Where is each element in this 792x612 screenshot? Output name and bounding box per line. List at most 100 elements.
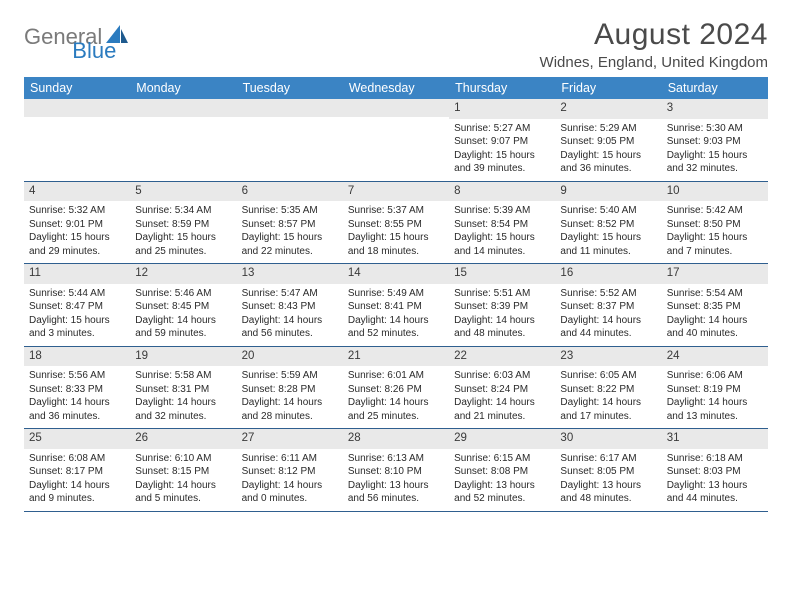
sunrise-text: Sunrise: 5:39 AM: [454, 204, 550, 218]
day-cell: 25Sunrise: 6:08 AMSunset: 8:17 PMDayligh…: [24, 429, 130, 511]
day-number: 10: [662, 182, 768, 202]
day-cell: 27Sunrise: 6:11 AMSunset: 8:12 PMDayligh…: [237, 429, 343, 511]
day-number: 14: [343, 264, 449, 284]
sunrise-text: Sunrise: 5:34 AM: [135, 204, 231, 218]
sunset-text: Sunset: 8:45 PM: [135, 300, 231, 314]
day-cell: 16Sunrise: 5:52 AMSunset: 8:37 PMDayligh…: [555, 264, 661, 346]
calendar-grid: Sunday Monday Tuesday Wednesday Thursday…: [24, 77, 768, 512]
day-cell: 19Sunrise: 5:58 AMSunset: 8:31 PMDayligh…: [130, 347, 236, 429]
logo-text-blue: Blue: [72, 38, 116, 64]
daylight-text: Daylight: 14 hours and 56 minutes.: [242, 314, 338, 341]
day-number: 22: [449, 347, 555, 367]
day-number: 15: [449, 264, 555, 284]
daylight-text: Daylight: 15 hours and 7 minutes.: [667, 231, 763, 258]
day-cell: 6Sunrise: 5:35 AMSunset: 8:57 PMDaylight…: [237, 182, 343, 264]
day-number: 6: [237, 182, 343, 202]
sunset-text: Sunset: 8:50 PM: [667, 218, 763, 232]
sunrise-text: Sunrise: 5:37 AM: [348, 204, 444, 218]
day-cell: 31Sunrise: 6:18 AMSunset: 8:03 PMDayligh…: [662, 429, 768, 511]
month-title: August 2024: [540, 18, 768, 52]
daylight-text: Daylight: 13 hours and 44 minutes.: [667, 479, 763, 506]
day-number: [24, 99, 130, 117]
sunrise-text: Sunrise: 6:10 AM: [135, 452, 231, 466]
day-cell: 4Sunrise: 5:32 AMSunset: 9:01 PMDaylight…: [24, 182, 130, 264]
daylight-text: Daylight: 14 hours and 59 minutes.: [135, 314, 231, 341]
day-number: 7: [343, 182, 449, 202]
day-cell: [24, 99, 130, 181]
sunset-text: Sunset: 8:24 PM: [454, 383, 550, 397]
sunset-text: Sunset: 8:17 PM: [29, 465, 125, 479]
day-cell: [343, 99, 449, 181]
sunset-text: Sunset: 8:19 PM: [667, 383, 763, 397]
day-cell: 26Sunrise: 6:10 AMSunset: 8:15 PMDayligh…: [130, 429, 236, 511]
sunset-text: Sunset: 8:55 PM: [348, 218, 444, 232]
day-cell: 1Sunrise: 5:27 AMSunset: 9:07 PMDaylight…: [449, 99, 555, 181]
day-cell: 5Sunrise: 5:34 AMSunset: 8:59 PMDaylight…: [130, 182, 236, 264]
day-number: 24: [662, 347, 768, 367]
day-header-sun: Sunday: [24, 77, 130, 99]
daylight-text: Daylight: 13 hours and 56 minutes.: [348, 479, 444, 506]
day-cell: 14Sunrise: 5:49 AMSunset: 8:41 PMDayligh…: [343, 264, 449, 346]
sunrise-text: Sunrise: 6:13 AM: [348, 452, 444, 466]
daylight-text: Daylight: 14 hours and 48 minutes.: [454, 314, 550, 341]
day-cell: 9Sunrise: 5:40 AMSunset: 8:52 PMDaylight…: [555, 182, 661, 264]
day-number: 21: [343, 347, 449, 367]
sunset-text: Sunset: 8:03 PM: [667, 465, 763, 479]
header: General Blue August 2024 Widnes, England…: [24, 18, 768, 71]
location-text: Widnes, England, United Kingdom: [540, 54, 768, 71]
day-header-thu: Thursday: [449, 77, 555, 99]
day-number: 20: [237, 347, 343, 367]
sunrise-text: Sunrise: 5:32 AM: [29, 204, 125, 218]
sunrise-text: Sunrise: 5:58 AM: [135, 369, 231, 383]
day-number: 19: [130, 347, 236, 367]
day-number: 2: [555, 99, 661, 119]
day-cell: 12Sunrise: 5:46 AMSunset: 8:45 PMDayligh…: [130, 264, 236, 346]
sunset-text: Sunset: 8:43 PM: [242, 300, 338, 314]
day-number: 8: [449, 182, 555, 202]
logo: General Blue: [24, 18, 176, 50]
day-number: 26: [130, 429, 236, 449]
sunrise-text: Sunrise: 6:03 AM: [454, 369, 550, 383]
day-number: 30: [555, 429, 661, 449]
sunset-text: Sunset: 8:59 PM: [135, 218, 231, 232]
sunset-text: Sunset: 9:03 PM: [667, 135, 763, 149]
day-header-fri: Friday: [555, 77, 661, 99]
daylight-text: Daylight: 14 hours and 36 minutes.: [29, 396, 125, 423]
sunrise-text: Sunrise: 5:52 AM: [560, 287, 656, 301]
day-number: 1: [449, 99, 555, 119]
sunset-text: Sunset: 8:22 PM: [560, 383, 656, 397]
day-cell: 23Sunrise: 6:05 AMSunset: 8:22 PMDayligh…: [555, 347, 661, 429]
sunset-text: Sunset: 8:28 PM: [242, 383, 338, 397]
daylight-text: Daylight: 14 hours and 17 minutes.: [560, 396, 656, 423]
week-row: 4Sunrise: 5:32 AMSunset: 9:01 PMDaylight…: [24, 182, 768, 265]
daylight-text: Daylight: 15 hours and 39 minutes.: [454, 149, 550, 176]
sunset-text: Sunset: 8:12 PM: [242, 465, 338, 479]
day-cell: 7Sunrise: 5:37 AMSunset: 8:55 PMDaylight…: [343, 182, 449, 264]
week-row: 25Sunrise: 6:08 AMSunset: 8:17 PMDayligh…: [24, 429, 768, 512]
daylight-text: Daylight: 13 hours and 48 minutes.: [560, 479, 656, 506]
sunset-text: Sunset: 8:37 PM: [560, 300, 656, 314]
sunset-text: Sunset: 8:54 PM: [454, 218, 550, 232]
daylight-text: Daylight: 14 hours and 21 minutes.: [454, 396, 550, 423]
sunrise-text: Sunrise: 6:05 AM: [560, 369, 656, 383]
sunset-text: Sunset: 8:52 PM: [560, 218, 656, 232]
daylight-text: Daylight: 15 hours and 25 minutes.: [135, 231, 231, 258]
daylight-text: Daylight: 14 hours and 0 minutes.: [242, 479, 338, 506]
daylight-text: Daylight: 14 hours and 13 minutes.: [667, 396, 763, 423]
sunset-text: Sunset: 8:41 PM: [348, 300, 444, 314]
day-number: [130, 99, 236, 117]
sunrise-text: Sunrise: 5:42 AM: [667, 204, 763, 218]
daylight-text: Daylight: 15 hours and 36 minutes.: [560, 149, 656, 176]
sunrise-text: Sunrise: 6:01 AM: [348, 369, 444, 383]
day-number: 13: [237, 264, 343, 284]
day-number: 29: [449, 429, 555, 449]
day-cell: 20Sunrise: 5:59 AMSunset: 8:28 PMDayligh…: [237, 347, 343, 429]
daylight-text: Daylight: 15 hours and 32 minutes.: [667, 149, 763, 176]
sunrise-text: Sunrise: 5:27 AM: [454, 122, 550, 136]
day-cell: 24Sunrise: 6:06 AMSunset: 8:19 PMDayligh…: [662, 347, 768, 429]
day-header-row: Sunday Monday Tuesday Wednesday Thursday…: [24, 77, 768, 99]
daylight-text: Daylight: 15 hours and 29 minutes.: [29, 231, 125, 258]
day-cell: [130, 99, 236, 181]
daylight-text: Daylight: 14 hours and 25 minutes.: [348, 396, 444, 423]
daylight-text: Daylight: 15 hours and 11 minutes.: [560, 231, 656, 258]
